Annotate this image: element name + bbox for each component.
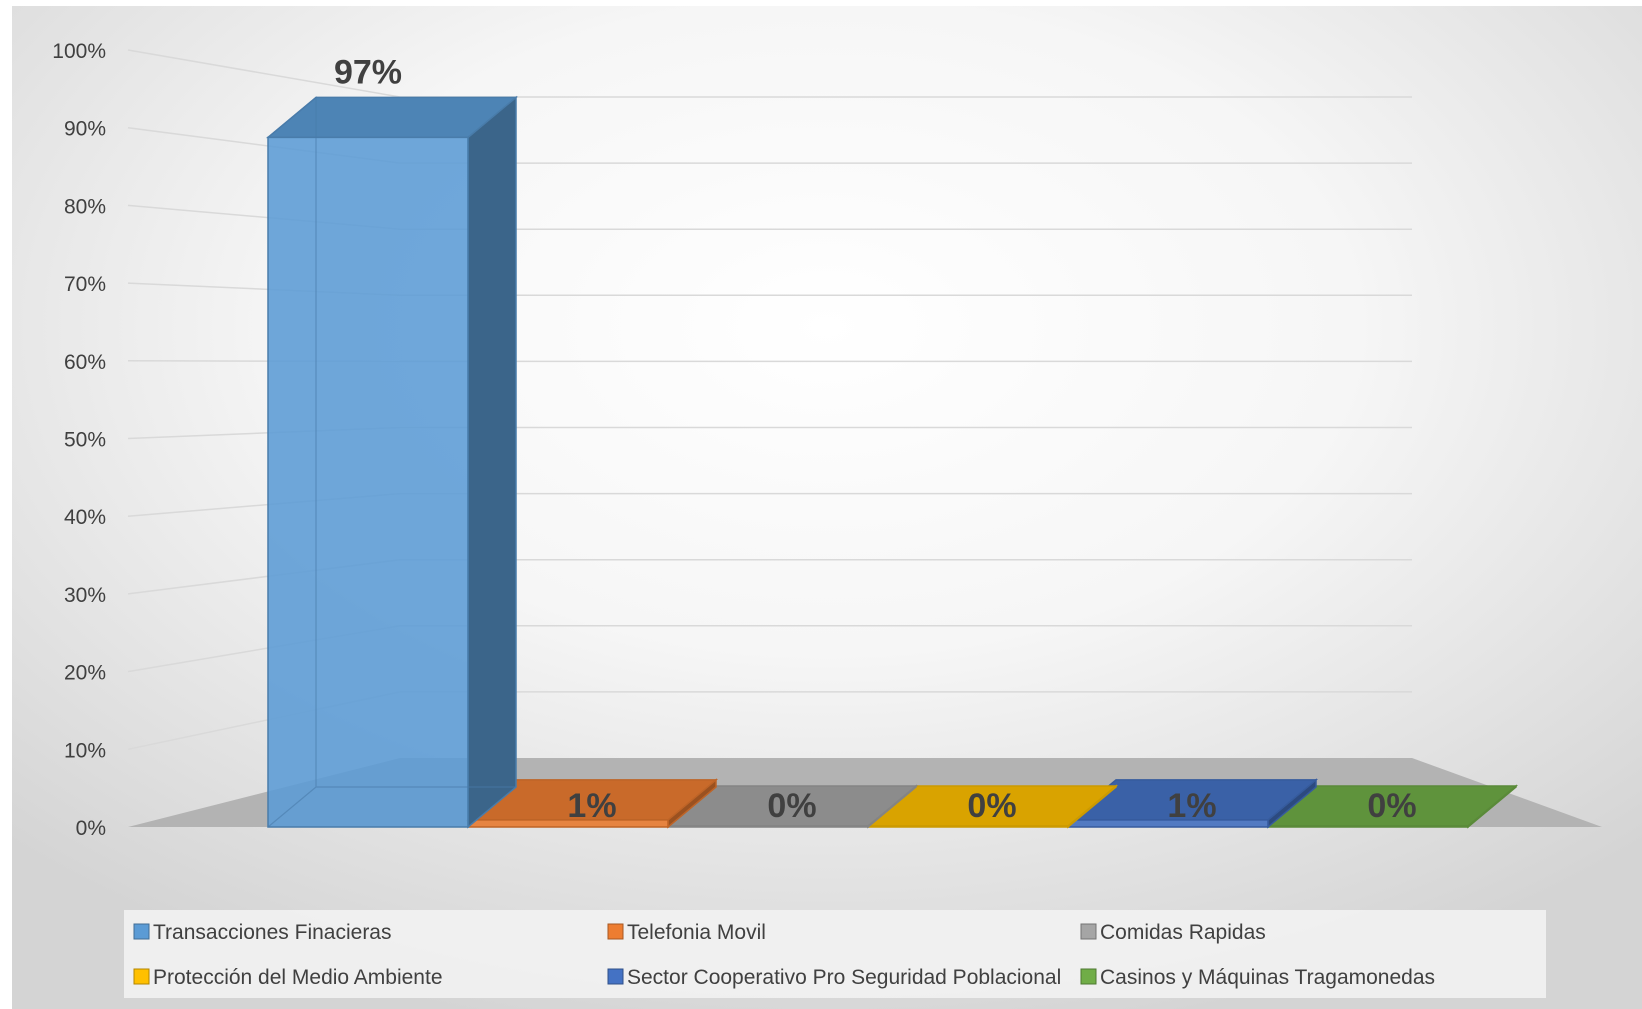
legend-swatch	[133, 968, 150, 985]
legend-label: Protección del Medio Ambiente	[153, 966, 443, 989]
legend-label: Transacciones Finacieras	[153, 921, 392, 944]
legend-swatch	[133, 923, 150, 940]
legend-box	[124, 910, 1546, 998]
bar-1	[465, 778, 719, 829]
legend-item: Comidas Rapidas	[1080, 921, 1266, 944]
data-label: 97%	[334, 53, 402, 91]
bar-5	[1265, 784, 1519, 829]
y-tick-label: 80%	[64, 195, 106, 218]
legend-label: Comidas Rapidas	[1100, 921, 1266, 944]
bar-front	[1267, 825, 1469, 828]
bar-4	[1065, 778, 1319, 829]
y-tick-label: 30%	[64, 584, 106, 607]
bar-front	[267, 136, 469, 828]
legend-swatch	[607, 923, 624, 940]
legend-label: Telefonia Movil	[627, 921, 766, 944]
y-tick-label: 70%	[64, 273, 106, 296]
bar-0	[265, 95, 519, 829]
data-label: 0%	[767, 787, 816, 825]
y-tick-label: 90%	[64, 118, 106, 141]
y-tick-label: 10%	[64, 739, 106, 762]
bar-3	[865, 784, 1119, 829]
data-label: 1%	[567, 787, 616, 825]
y-tick-label: 0%	[76, 817, 106, 840]
legend-swatch	[1080, 923, 1097, 940]
legend-label: Sector Cooperativo Pro Seguridad Poblaci…	[627, 966, 1061, 989]
y-tick-label: 60%	[64, 351, 106, 374]
legend-item: Protección del Medio Ambiente	[133, 966, 443, 989]
legend-swatch	[1080, 968, 1097, 985]
bar-front	[667, 825, 869, 828]
legend-item: Sector Cooperativo Pro Seguridad Poblaci…	[607, 966, 1061, 989]
bar-inner-edge	[267, 96, 516, 828]
legend-item: Telefonia Movil	[607, 921, 766, 944]
legend-label: Casinos y Máquinas Tragamonedas	[1100, 966, 1435, 989]
y-tick-label: 100%	[52, 40, 106, 63]
data-label: 0%	[967, 787, 1016, 825]
legend-item: Casinos y Máquinas Tragamonedas	[1080, 966, 1435, 989]
bar-front	[867, 825, 1069, 828]
y-tick-label: 20%	[64, 662, 106, 685]
data-label: 1%	[1167, 787, 1216, 825]
gridline-side	[127, 49, 401, 98]
y-tick-label: 50%	[64, 429, 106, 452]
bar-side	[467, 95, 517, 829]
chart-area-background	[12, 6, 1642, 1009]
legend-item: Transacciones Finacieras	[133, 921, 392, 944]
y-tick-label: 40%	[64, 506, 106, 529]
legend-swatch	[607, 968, 624, 985]
data-label: 0%	[1367, 787, 1416, 825]
bar-2	[665, 784, 919, 829]
